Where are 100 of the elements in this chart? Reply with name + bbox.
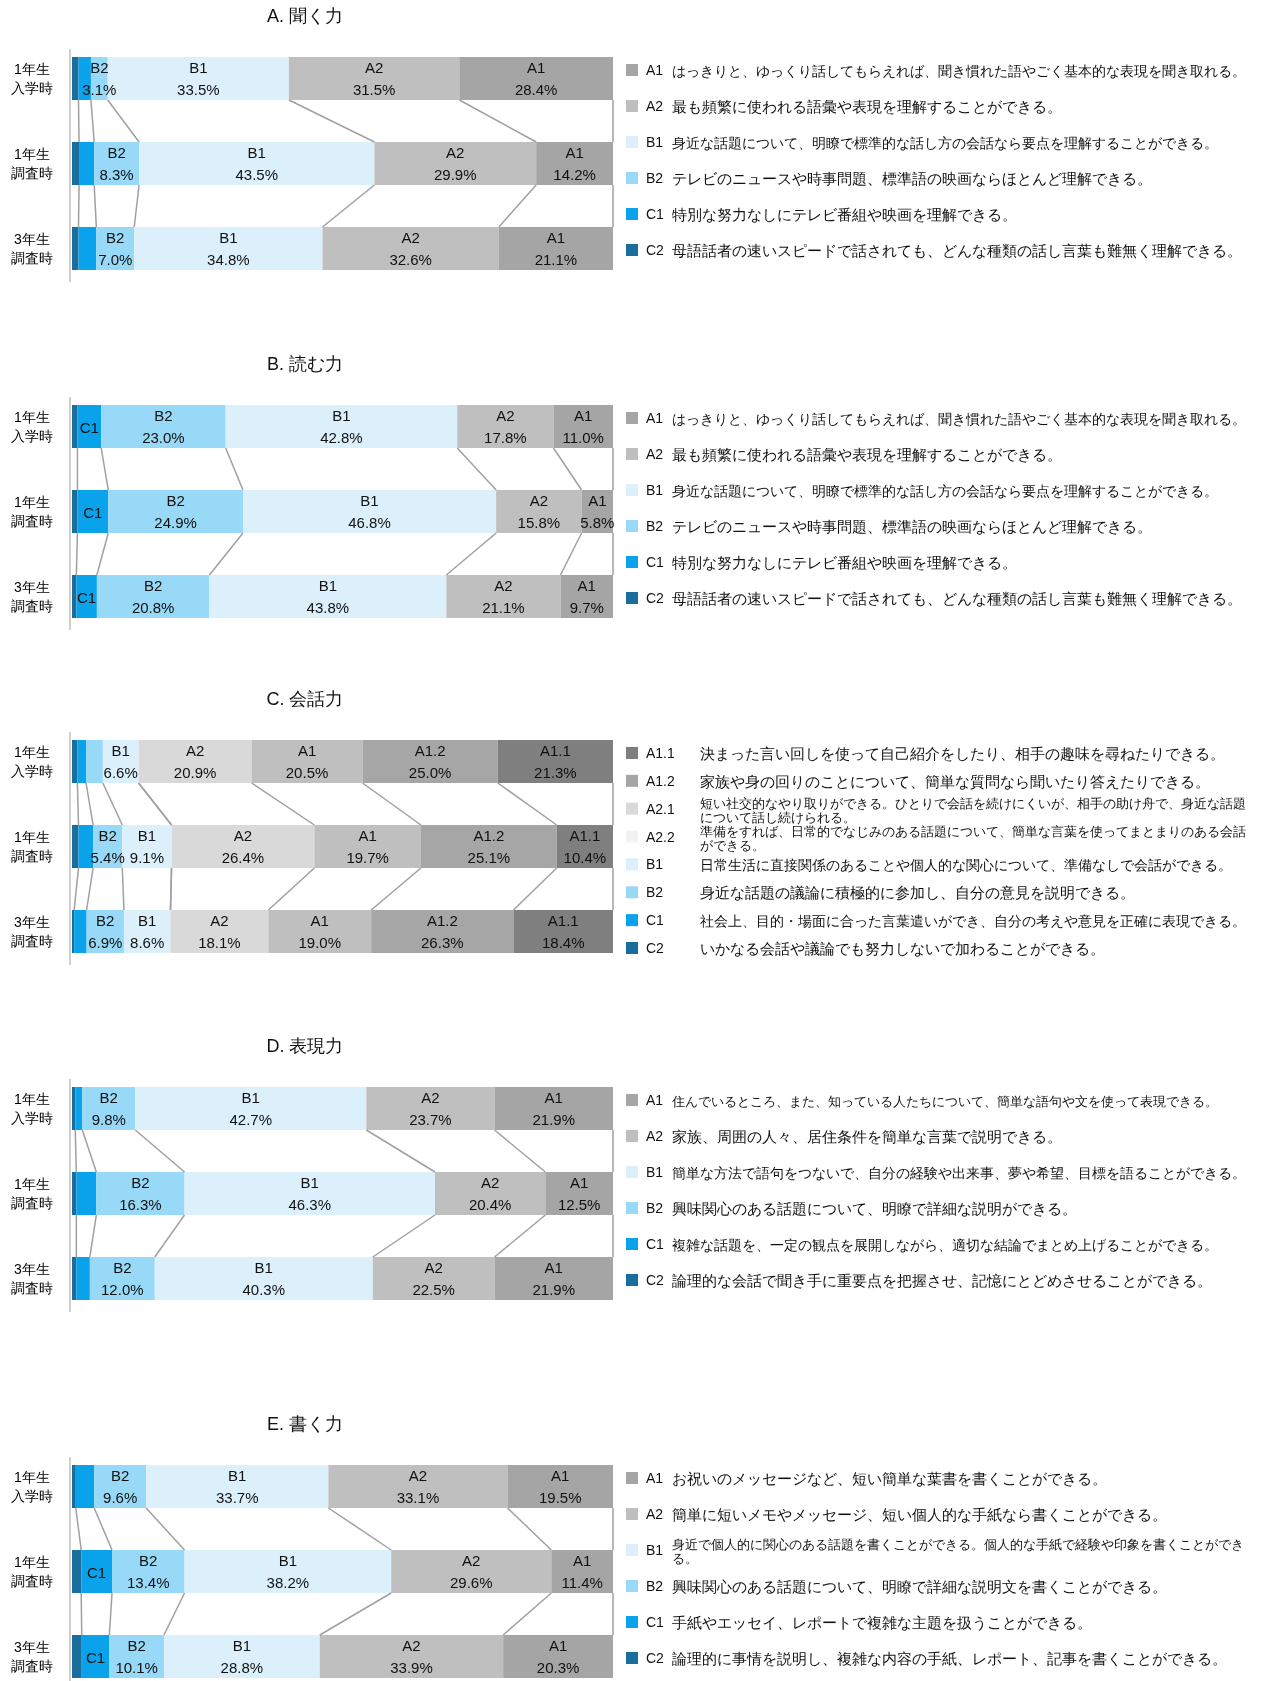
bar xyxy=(135,1087,367,1130)
bar xyxy=(72,405,78,448)
data-label: C1 xyxy=(85,1648,106,1666)
legend-label: B1 xyxy=(646,1542,664,1558)
data-label: A2 26.4% xyxy=(221,827,265,866)
bar xyxy=(72,227,79,270)
bar xyxy=(171,825,315,868)
data-label: A2 31.5% xyxy=(352,59,396,98)
bar xyxy=(435,1172,546,1215)
chart-title: A. 聞く力 xyxy=(266,6,344,26)
data-label: B2 20.8% xyxy=(131,577,175,616)
data-label: A2 21.1% xyxy=(482,577,525,616)
legend-label: C2 xyxy=(646,242,665,258)
data-label: A2 15.8% xyxy=(517,492,561,531)
y-tick-label: 1年生入学時 xyxy=(11,409,53,444)
data-label: A1 14.2% xyxy=(553,144,596,183)
data-label: B1 46.3% xyxy=(288,1174,332,1213)
text: 身近な話題について、明瞭で標準的な話し方の会話なら要点を理解することができる。 xyxy=(672,483,1218,499)
bar xyxy=(372,1257,495,1300)
data-label: A1.1 21.3% xyxy=(534,742,577,781)
data-label: C1 xyxy=(79,418,99,436)
legend-label: A1 xyxy=(646,62,664,78)
data-label: A2 29.6% xyxy=(449,1552,493,1591)
bar xyxy=(72,1257,77,1300)
text: 最も頻繁に使われる語彙や表現を理解することができる。 xyxy=(672,447,1062,463)
data-label: A1.2 25.0% xyxy=(408,742,452,781)
data-label: B1 43.8% xyxy=(306,577,350,616)
data-label: B2 6.9% xyxy=(88,912,123,951)
text: 特別な努力なしにテレビ番組や映画を理解できる。 xyxy=(672,555,1017,571)
legend-label: A2 xyxy=(646,1506,664,1522)
data-label: A2 20.9% xyxy=(173,742,217,781)
bar xyxy=(319,1635,504,1678)
data-label: B1 34.8% xyxy=(207,229,250,268)
bar xyxy=(146,1465,329,1508)
data-label: A1.1 18.4% xyxy=(541,912,585,951)
data-label: A2 20.4% xyxy=(468,1174,512,1213)
data-label: A1.2 25.1% xyxy=(467,827,511,866)
bar xyxy=(209,575,447,618)
data-label: B1 8.6% xyxy=(130,912,165,951)
y-tick-label: 1年生入学時 xyxy=(11,61,53,96)
chart-title: C. 会話力 xyxy=(266,689,344,709)
text: 身近な話題の議論に積極的に参加し、自分の意見を説明できる。 xyxy=(700,885,1135,902)
y-tick-label: 1年生調査時 xyxy=(11,1554,53,1589)
data-label: B2 9.6% xyxy=(103,1467,138,1506)
bar xyxy=(72,740,78,783)
data-label: B1 33.7% xyxy=(216,1467,259,1506)
bar xyxy=(76,1257,90,1300)
legend-label: A1 xyxy=(646,1092,664,1108)
text: はっきりと、ゆっくり話してもらえれば、聞き慣れた語やごく基本的な表現を聞き取れる。 xyxy=(672,64,1246,79)
y-tick-label: 3年生調査時 xyxy=(11,914,53,949)
bar xyxy=(138,740,252,783)
data-label: A1 19.7% xyxy=(346,827,389,866)
text: 母語話者の速いスピードで話されても、どんな種類の話し言葉も難無く理解できる。 xyxy=(672,243,1242,259)
bar xyxy=(76,1172,97,1215)
data-label: C1 xyxy=(77,588,97,606)
legend-label: A1 xyxy=(646,410,664,426)
y-tick-label: 3年生調査時 xyxy=(11,579,53,614)
legend-label: B1 xyxy=(646,482,664,498)
bar xyxy=(163,1635,320,1678)
data-label: A2 33.9% xyxy=(390,1637,433,1676)
data-label: B2 9.8% xyxy=(91,1089,126,1128)
data-label: A1 12.5% xyxy=(557,1174,601,1213)
bar xyxy=(77,405,102,448)
bar xyxy=(72,575,77,618)
legend-label: A1 xyxy=(646,1470,664,1486)
bar xyxy=(96,575,210,618)
text: 興味関心のある話題について、明瞭で詳細な説明ができる。 xyxy=(672,1201,1077,1217)
text: いかなる会話や議論でも努力しないで加わることができる。 xyxy=(700,941,1105,957)
y-tick-label: 3年生調査時 xyxy=(11,1261,53,1296)
data-label: B1 9.1% xyxy=(129,827,165,866)
bar xyxy=(108,490,243,533)
bar xyxy=(72,910,75,953)
bar xyxy=(101,405,226,448)
data-label: B1 42.7% xyxy=(229,1089,273,1128)
bar xyxy=(139,142,375,185)
data-label: A2 17.8% xyxy=(484,407,527,446)
data-label: A1 28.4% xyxy=(514,59,558,98)
data-label: A1 21.1% xyxy=(534,229,578,268)
legend-label: A2 xyxy=(646,1128,664,1144)
text: 複雑な話題を、一定の観点を展開しながら、適切な結論でまとめ上げることができる。 xyxy=(672,1237,1218,1253)
bar xyxy=(225,405,458,448)
text: 簡単に短いメモやメッセージ、短い個人的な手紙なら書くことができる。 xyxy=(672,1507,1167,1523)
legend-label: A2.2 xyxy=(646,828,676,845)
bar xyxy=(72,1465,76,1508)
text: 社会上、目的・場面に合った言葉遣いができ、自分の考えや意見を正確に表現できる。 xyxy=(700,914,1246,930)
bar xyxy=(75,1465,95,1508)
y-tick-label: 3年生調査時 xyxy=(11,1639,53,1674)
text: 準備をすれば、日常的でなじみのある話題について、簡単な言葉を使ってまとまりのある会話ができる。 xyxy=(700,823,1246,853)
text: 興味関心のある話題について、明瞭で詳細な説明文を書くことができる。 xyxy=(672,1579,1167,1595)
bar xyxy=(184,1550,392,1593)
y-tick-label: 1年生入学時 xyxy=(11,744,53,779)
bar xyxy=(154,1257,373,1300)
chart-title: E. 書く力 xyxy=(266,1414,344,1434)
data-label: B2 8.3% xyxy=(99,144,134,183)
data-label: B2 16.3% xyxy=(119,1174,162,1213)
data-label: A1 21.9% xyxy=(532,1089,576,1128)
legend-label: B2 xyxy=(646,170,664,186)
data-label: B1 38.2% xyxy=(266,1552,310,1591)
text: 日常生活に直接関係のあることや個人的な関心について、準備なしで会話ができる。 xyxy=(700,857,1232,874)
data-label: A1.1 10.4% xyxy=(563,827,607,866)
